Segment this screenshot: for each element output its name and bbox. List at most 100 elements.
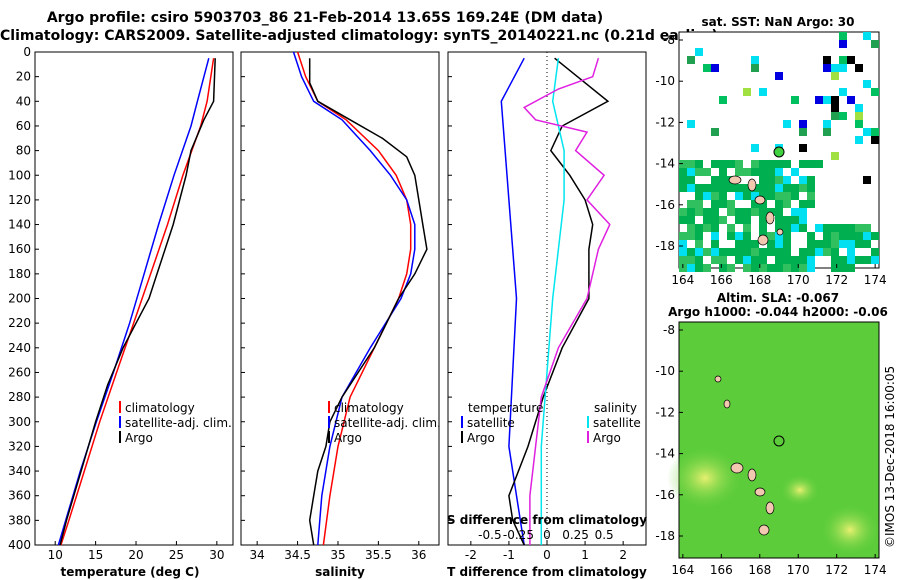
sst-pixel: [807, 240, 815, 248]
sst-pixel: [711, 256, 719, 264]
sst-pixel: [711, 216, 719, 224]
sst-pixel: [727, 200, 735, 208]
y-tick-label: -10: [655, 74, 675, 88]
legend-temperature-title: temperature: [468, 401, 543, 415]
sst-pixel: [799, 176, 807, 184]
sst-pixel: [775, 240, 783, 248]
sst-pixel: [871, 128, 879, 136]
sst-pixel: [759, 264, 767, 272]
sst-pixels: [679, 32, 879, 272]
sst-pixel: [871, 232, 879, 240]
sst-pixel: [679, 232, 687, 240]
sst-pixel: [783, 248, 791, 256]
x-tick-label: 15: [88, 548, 103, 562]
sst-pixel: [695, 208, 703, 216]
y-tick-label: 60: [16, 119, 31, 133]
sst-islands: [728, 175, 784, 246]
salinity-xlabel: salinity: [315, 565, 365, 579]
sla-map-title-2: Argo h1000: -0.044 h2000: -0.06: [668, 305, 888, 319]
sst-pixel: [863, 32, 871, 40]
sst-pixel: [775, 168, 783, 176]
island-shape: [757, 234, 769, 246]
sst-pixel: [839, 88, 847, 96]
sst-pixel: [711, 208, 719, 216]
s-tick-label: -0.25: [503, 528, 534, 542]
sst-pixel: [823, 64, 831, 72]
y-tick-label: 120: [8, 193, 31, 207]
x-tick-label: 172: [825, 273, 848, 287]
sst-pixel: [799, 144, 807, 152]
sst-pixel: [687, 56, 695, 64]
series-line-climatology: [60, 58, 215, 546]
sst-pixel: [783, 264, 791, 272]
x-tick-label: 168: [748, 563, 771, 577]
sst-pixel: [687, 256, 695, 264]
argo-position-marker: [773, 435, 785, 447]
y-tick-label: 400: [8, 538, 31, 552]
sst-pixel: [831, 104, 839, 112]
sla-map: Altim. SLA: -0.067 Argo h1000: -0.044 h2…: [655, 291, 887, 577]
sst-x-ticks: 164 166 168 170 172 174: [671, 264, 887, 287]
sst-pixel: [743, 240, 751, 248]
sst-pixel: [687, 184, 695, 192]
sst-pixel: [775, 192, 783, 200]
sla-high-blob: [780, 474, 820, 506]
salinity-x-axis: 34 34.5 35 35.5 36: [250, 541, 426, 562]
sst-pixel: [759, 200, 767, 208]
sst-pixel: [783, 256, 791, 264]
sst-pixel: [847, 256, 855, 264]
y-tick-label: 20: [16, 70, 31, 84]
sst-pixel: [679, 176, 687, 184]
sst-pixel: [807, 192, 815, 200]
watermark: ©IMOS 13-Dec-2018 16:00:05: [883, 366, 897, 548]
sst-pixel: [719, 216, 727, 224]
y-tick-label: 320: [8, 439, 31, 453]
sst-pixel: [767, 232, 775, 240]
sst-pixel: [839, 40, 847, 48]
series-line-argo: [59, 58, 216, 546]
sst-y-ticks: -8 -10 -12 -14 -16 -18: [655, 33, 683, 253]
x-tick-label: -2: [465, 548, 477, 562]
salinity-legend: climatology satellite-adj. clim. Argo: [328, 401, 441, 445]
sst-pixel: [855, 120, 863, 128]
sst-pixel: [767, 168, 775, 176]
sst-pixel: [743, 224, 751, 232]
sst-pixel: [735, 248, 743, 256]
sst-pixel: [735, 208, 743, 216]
sst-pixel: [831, 240, 839, 248]
sst-pixel: [687, 160, 695, 168]
sst-pixel: [847, 264, 855, 272]
y-tick-label: 100: [8, 168, 31, 182]
island-shape: [754, 487, 766, 497]
legend-climatology-label: climatology: [125, 401, 195, 415]
sst-pixel: [791, 208, 799, 216]
legend-satellite-label: satellite-adj. clim.: [334, 416, 441, 430]
sst-pixel: [711, 224, 719, 232]
salinity-series: [292, 51, 428, 546]
x-tick-label: 166: [710, 273, 733, 287]
sst-pixel: [759, 88, 767, 96]
y-tick-label: 140: [8, 218, 31, 232]
sst-pixel: [791, 264, 799, 272]
y-tick-label: 300: [8, 415, 31, 429]
sst-pixel: [719, 264, 727, 272]
sst-pixel: [855, 240, 863, 248]
y-tick-label: -14: [655, 157, 675, 171]
sst-pixel: [711, 248, 719, 256]
sst-pixel: [735, 232, 743, 240]
sst-pixel: [855, 256, 863, 264]
island-shape: [730, 462, 744, 474]
sst-pixel: [679, 184, 687, 192]
sst-pixel: [807, 256, 815, 264]
sla-x-ticks: 164 166 168 170 172 174: [671, 554, 887, 577]
island-shape: [765, 211, 775, 225]
sst-pixel: [775, 72, 783, 80]
sst-pixel: [855, 64, 863, 72]
s-difference-tick-labels: -0.5 -0.25 0 0.25 0.5: [478, 528, 613, 542]
y-tick-label: 340: [8, 464, 31, 478]
sst-pixel: [791, 96, 799, 104]
salinity-axes-box: [240, 51, 440, 546]
sst-pixel: [767, 240, 775, 248]
s-tick-label: 0: [543, 528, 551, 542]
